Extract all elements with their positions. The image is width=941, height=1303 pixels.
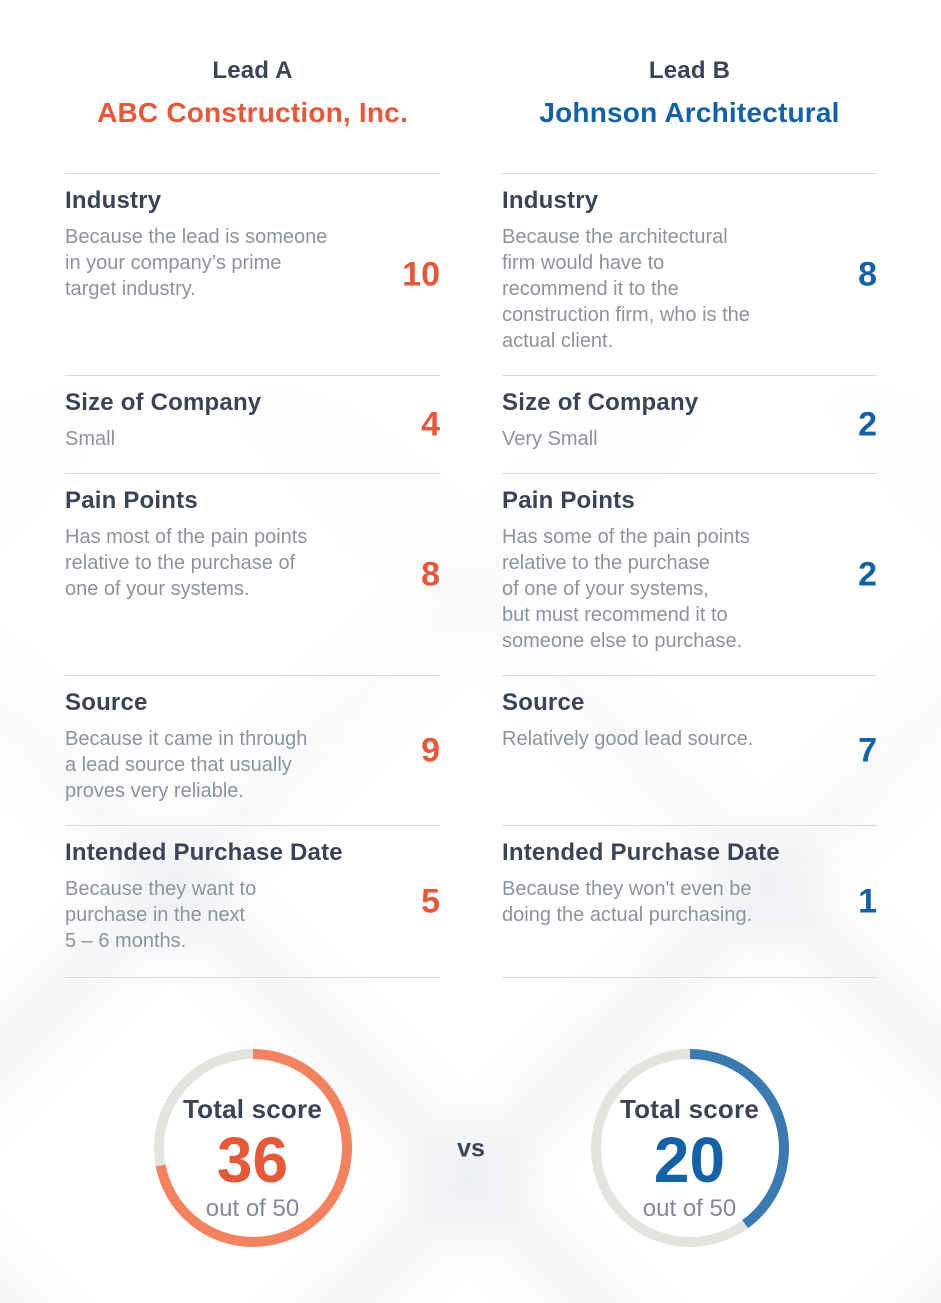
lead-b-company-name: Johnson Architectural — [539, 97, 840, 128]
lead-b-total-value: 20 — [653, 1124, 726, 1196]
lead-b-company-size-score: 2 — [858, 405, 877, 443]
header: Lead A ABC Construction, Inc. Lead B Joh… — [65, 0, 877, 129]
lead-b-industry-score: 8 — [858, 255, 877, 293]
section-title: Size of Company — [502, 389, 699, 416]
lead-b-pain-points-score: 2 — [858, 555, 877, 593]
lead-b-progress-arc — [590, 1049, 789, 1247]
section-title: Intended Purchase Date — [65, 839, 343, 866]
lead-a-progress-arc — [153, 1049, 352, 1247]
lead-a-purchase-date-score: 5 — [421, 882, 440, 920]
lead-b-source-section: Source Relatively good lead source. 7 — [502, 675, 877, 825]
lead-a-industry-section: Industry Because the lead is someone in … — [65, 173, 440, 375]
lead-b-source-score: 7 — [858, 731, 877, 769]
lead-b-purchase-date-section: Intended Purchase Date Because they won'… — [502, 825, 877, 977]
lead-b-pain-points-section: Pain Points Has some of the pain points … — [502, 473, 877, 675]
section-title: Industry — [502, 187, 599, 214]
section-description: Has most of the pain points relative to … — [65, 526, 308, 600]
lead-b-company-size-section: Size of Company Very Small 2 — [502, 375, 877, 473]
section-description: Very Small — [502, 428, 598, 450]
section-title: Source — [65, 689, 148, 716]
section-title: Intended Purchase Date — [502, 839, 780, 866]
section-description: Because the lead is someone in your comp… — [65, 226, 328, 300]
lead-b-donut-ring — [590, 1049, 789, 1247]
section-title: Pain Points — [65, 487, 198, 514]
lead-a-company-size-section: Size of Company Small 4 — [65, 375, 440, 473]
lead-a-pain-points-score: 8 — [421, 555, 440, 593]
lead-b-header: Lead B Johnson Architectural — [502, 57, 877, 129]
section-description: Because it came in through a lead source… — [65, 728, 308, 802]
total-score-label: Total score — [183, 1094, 322, 1124]
lead-a-total-gauge: Total score 36 out of 50 — [153, 1048, 353, 1248]
lead-b-total-gauge: Total score 20 out of 50 — [590, 1048, 790, 1248]
lead-a-gauge-text: Total score 36 out of 50 — [153, 1048, 353, 1248]
section-title: Industry — [65, 187, 162, 214]
lead-a-donut-ring — [153, 1049, 352, 1247]
out-of-caption: out of 50 — [205, 1195, 300, 1222]
section-description: Because they won't even be doing the act… — [502, 878, 753, 926]
lead-a-purchase-date-section: Intended Purchase Date Because they want… — [65, 825, 440, 977]
lead-a-bottom-divider — [65, 977, 440, 978]
lead-a-company-size-score: 4 — [421, 405, 440, 443]
section-description: Because they want to purchase in the nex… — [65, 878, 257, 952]
lead-b-purchase-date-score: 1 — [858, 882, 877, 920]
lead-a-total-value: 36 — [216, 1124, 289, 1196]
lead-a-company-name: ABC Construction, Inc. — [97, 97, 408, 128]
lead-b-gauge-text: Total score 20 out of 50 — [590, 1048, 790, 1248]
section-title: Source — [502, 689, 585, 716]
lead-b-label: Lead B — [648, 57, 731, 84]
total-scores: Total score 36 out of 50 Total score 20 … — [65, 1048, 877, 1248]
section-description: Relatively good lead source. — [502, 728, 754, 750]
lead-a-industry-score: 10 — [402, 255, 440, 293]
section-description: Small — [65, 428, 116, 450]
lead-a-pain-points-section: Pain Points Has most of the pain points … — [65, 473, 440, 675]
lead-a-source-score: 9 — [421, 731, 440, 769]
section-description: Has some of the pain points relative to … — [502, 526, 750, 652]
section-description: Because the architectural firm would hav… — [502, 226, 750, 352]
section-title: Pain Points — [502, 487, 635, 514]
out-of-caption: out of 50 — [642, 1195, 737, 1222]
lead-b-bottom-divider — [502, 977, 877, 978]
lead-a-label: Lead A — [212, 57, 293, 84]
section-title: Size of Company — [65, 389, 262, 416]
lead-a-header: Lead A ABC Construction, Inc. — [65, 57, 440, 129]
lead-b-industry-section: Industry Because the architectural firm … — [502, 173, 877, 375]
total-score-label: Total score — [620, 1094, 759, 1124]
category-grid: Industry Because the lead is someone in … — [65, 173, 877, 978]
lead-comparison-infographic: Lead A ABC Construction, Inc. Lead B Joh… — [65, 0, 877, 1248]
lead-a-source-section: Source Because it came in through a lead… — [65, 675, 440, 825]
vs-label: vs — [457, 1134, 485, 1163]
